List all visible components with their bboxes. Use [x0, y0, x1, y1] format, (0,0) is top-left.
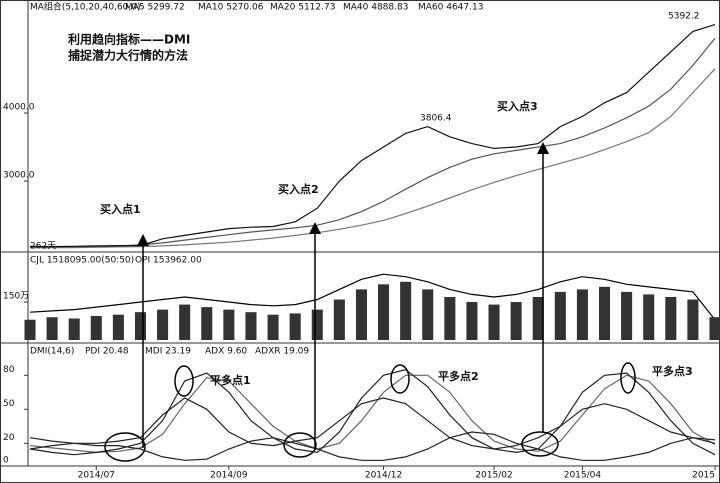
bar	[134, 312, 147, 340]
header: MA40 4888.83	[343, 3, 408, 13]
annotation: 平多点3	[652, 364, 693, 378]
bar	[311, 309, 323, 340]
annotation: 262天	[30, 242, 56, 252]
header: DMI(14,6)	[30, 347, 74, 357]
bar	[112, 314, 124, 340]
bar	[223, 309, 235, 340]
bar	[621, 291, 633, 340]
highlight-ellipse	[283, 432, 317, 458]
header: PDI 20.48	[85, 347, 129, 357]
bar	[422, 289, 434, 340]
bar	[333, 299, 345, 340]
header: OPI 153962.00	[135, 256, 202, 266]
header: CJL 1518095.00(50:50)	[30, 256, 134, 266]
bar	[68, 318, 80, 340]
header: MA60 4647.13	[418, 3, 483, 13]
highlight-ellipse	[104, 432, 146, 462]
series-line	[30, 68, 716, 249]
bar	[554, 291, 566, 340]
bar	[46, 317, 58, 340]
header: MA10 5270.06	[198, 3, 264, 13]
y-tick-label: 0	[3, 456, 9, 466]
highlight-ellipse	[620, 362, 636, 394]
value-label: 3806.4	[420, 114, 452, 124]
x-tick-label: 2015	[692, 471, 715, 481]
annotation: 买入点2	[278, 182, 319, 196]
arrows	[137, 142, 549, 450]
series-line	[29, 397, 716, 450]
bar	[24, 319, 36, 340]
annotation: 买入点1	[100, 202, 141, 216]
chart-title: 利用趋向指标——DMI	[68, 32, 190, 47]
bar	[289, 313, 301, 340]
bar	[665, 296, 677, 340]
header: MA5 5299.72	[125, 3, 185, 13]
value-label: 5392.2	[668, 12, 700, 22]
header: MA20 5112.73	[270, 3, 335, 13]
x-tick-label: 2015/02	[475, 471, 512, 481]
chart-subtitle: 捕捉潜力大行情的方法	[68, 48, 188, 63]
highlight-ellipse	[174, 365, 194, 397]
highlight-ellipse	[390, 364, 410, 394]
annotation: 买入点3	[497, 99, 538, 113]
bar	[90, 315, 102, 340]
bar	[466, 302, 478, 340]
bar	[201, 307, 213, 340]
y-tick-label: 150万	[3, 292, 29, 302]
bar	[157, 309, 169, 340]
y-tick-label: 3000.0	[3, 170, 35, 180]
y-tick-label: 4000.0	[3, 103, 35, 113]
bar	[598, 286, 611, 340]
bar	[355, 289, 367, 340]
y-tick-label: 50	[3, 399, 15, 409]
annotation: 平多点1	[210, 373, 251, 387]
series-line	[29, 369, 716, 456]
bar	[532, 296, 544, 340]
bar	[179, 304, 191, 340]
highlights	[104, 362, 636, 462]
bar	[510, 302, 522, 340]
series-line	[29, 273, 716, 321]
bar	[378, 284, 390, 340]
y-tick-label: 20	[3, 433, 15, 443]
bar	[709, 317, 720, 340]
bar	[687, 299, 699, 340]
header: ADXR 19.09	[255, 347, 309, 357]
bar	[245, 312, 257, 340]
bar	[576, 289, 588, 340]
header: ADX 9.60	[205, 347, 247, 357]
header: MA组合(5,10,20,40,60,0)	[30, 1, 141, 13]
x-tick-label: 2014/09	[210, 471, 248, 481]
header: MDI 23.19	[145, 347, 191, 357]
bar	[400, 281, 412, 340]
bar	[444, 296, 456, 340]
annotation: 平多点2	[438, 369, 479, 383]
bar	[488, 304, 500, 340]
y-tick-label: 80	[3, 365, 15, 375]
highlight-ellipse	[521, 431, 559, 457]
x-tick-label: 2014/07	[78, 471, 115, 481]
bar	[267, 314, 279, 340]
x-tick-label: 2015/04	[564, 471, 602, 481]
bar	[643, 294, 655, 340]
x-tick-label: 2014/12	[365, 471, 402, 481]
